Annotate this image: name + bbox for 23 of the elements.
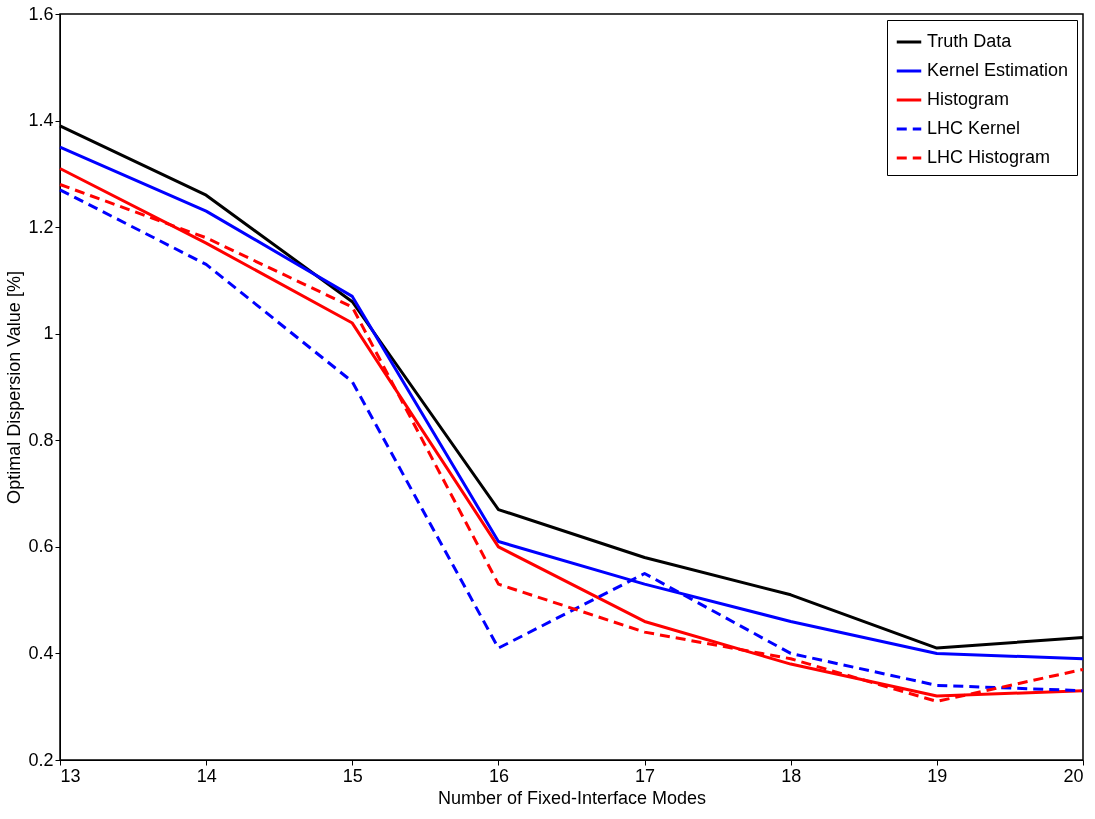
y-tick-label: 1.6	[28, 3, 54, 24]
y-tick-label: 1.2	[28, 216, 54, 237]
y-axis-title: Optimal Dispersion Value [%]	[4, 271, 25, 504]
x-tick-label: 15	[342, 765, 363, 786]
y-tick-label: 0.4	[28, 642, 54, 663]
x-tick-label: 20	[1063, 765, 1084, 786]
y-tick-label: 0.8	[28, 429, 54, 450]
legend-label: Truth Data	[927, 31, 1013, 51]
x-tick-label: 16	[488, 765, 509, 786]
x-tick-label: 17	[635, 765, 656, 786]
y-tick-label: 0.2	[28, 749, 54, 770]
x-tick-label: 19	[927, 765, 948, 786]
y-tick-label: 0.6	[28, 536, 54, 557]
y-tick-label: 1.4	[28, 110, 54, 131]
legend-label: Histogram	[927, 89, 1010, 109]
legend-label: LHC Histogram	[927, 147, 1051, 167]
legend-label: Kernel Estimation	[927, 60, 1069, 80]
y-tick-label: 1	[43, 323, 54, 344]
x-axis-title: Number of Fixed-Interface Modes	[437, 787, 707, 808]
x-tick-label: 14	[196, 765, 217, 786]
x-tick-label: 13	[60, 765, 81, 786]
x-tick-label: 18	[781, 765, 802, 786]
legend-label: LHC Kernel	[927, 118, 1021, 138]
